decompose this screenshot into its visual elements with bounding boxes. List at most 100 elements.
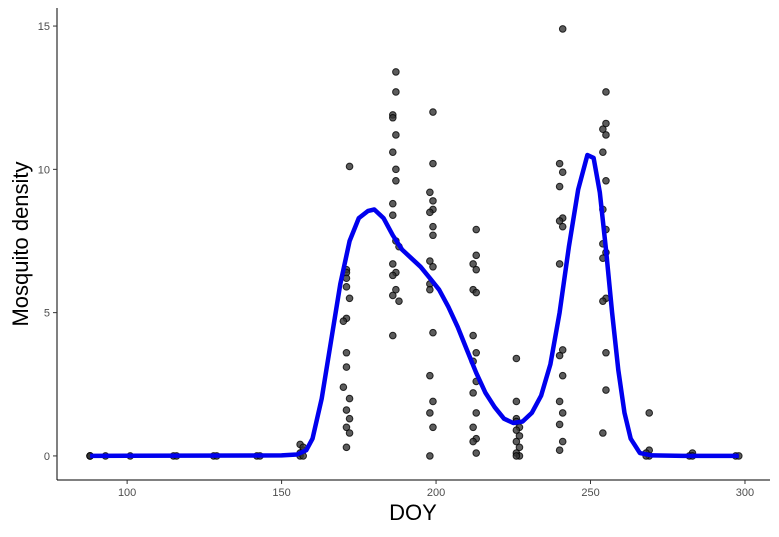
point <box>599 148 607 156</box>
point <box>345 394 354 403</box>
point <box>512 397 521 406</box>
point <box>555 446 564 454</box>
point <box>429 197 437 205</box>
point <box>342 406 351 414</box>
point <box>345 429 354 437</box>
point <box>512 452 521 460</box>
point <box>472 251 481 260</box>
point <box>469 331 477 340</box>
point <box>426 285 434 294</box>
point <box>342 348 351 357</box>
point <box>389 211 397 219</box>
x-tick-label: 300 <box>736 487 754 499</box>
point <box>392 285 400 294</box>
point <box>392 165 400 174</box>
point <box>426 257 434 265</box>
point <box>342 423 351 432</box>
x-tick-label: 250 <box>581 487 599 499</box>
point <box>342 363 351 371</box>
point <box>469 389 477 397</box>
point <box>339 317 348 326</box>
point <box>426 371 434 380</box>
point <box>472 225 481 234</box>
point <box>469 423 477 432</box>
point <box>429 108 437 116</box>
point <box>392 68 400 76</box>
point <box>429 397 437 406</box>
point <box>392 177 400 185</box>
point <box>558 222 567 231</box>
point <box>389 331 397 340</box>
smooth-curve <box>90 152 739 459</box>
point <box>602 131 610 139</box>
point <box>558 25 567 33</box>
point <box>389 291 397 300</box>
point <box>555 260 564 268</box>
point <box>395 297 403 305</box>
point <box>512 437 521 446</box>
x-tick-label: 150 <box>272 487 290 499</box>
point <box>558 168 567 177</box>
y-tick-label: 10 <box>38 164 50 176</box>
point <box>389 260 397 268</box>
point <box>389 271 397 280</box>
point <box>342 283 351 291</box>
point <box>472 449 481 457</box>
point <box>426 452 434 460</box>
point <box>392 88 400 96</box>
point <box>429 159 437 168</box>
point <box>602 386 610 394</box>
y-tick-label: 5 <box>44 308 50 320</box>
point <box>389 113 397 122</box>
point <box>555 351 564 360</box>
point <box>342 443 351 452</box>
point <box>472 348 481 357</box>
point <box>469 437 477 446</box>
point <box>555 397 564 406</box>
point <box>429 328 437 337</box>
point <box>602 177 610 185</box>
point <box>555 182 564 191</box>
y-tick-label: 0 <box>44 451 50 463</box>
point <box>558 437 567 446</box>
point <box>389 199 397 208</box>
point <box>602 119 610 128</box>
point <box>599 429 607 437</box>
point <box>558 409 567 417</box>
point <box>599 297 607 305</box>
point <box>429 231 437 240</box>
point <box>512 354 521 363</box>
point <box>555 159 564 168</box>
point <box>426 208 434 217</box>
point <box>515 443 524 452</box>
point <box>599 125 607 134</box>
point <box>515 432 524 440</box>
point <box>555 420 564 429</box>
point <box>472 288 481 297</box>
point <box>429 222 437 231</box>
point <box>345 294 354 303</box>
point <box>472 265 481 274</box>
point <box>602 88 610 96</box>
point <box>472 409 481 417</box>
point <box>602 348 610 357</box>
point <box>429 262 437 271</box>
point <box>389 148 397 156</box>
point <box>345 414 354 423</box>
point <box>339 383 348 391</box>
x-tick-label: 200 <box>427 487 445 499</box>
x-axis-title: DOY <box>389 500 437 525</box>
point <box>429 423 437 432</box>
point <box>555 217 564 225</box>
point <box>426 409 434 417</box>
point <box>345 162 354 171</box>
x-tick-label: 100 <box>118 487 136 499</box>
point <box>392 131 400 139</box>
point <box>426 188 434 197</box>
y-tick-label: 15 <box>38 21 50 33</box>
point <box>469 260 477 268</box>
point <box>558 371 567 380</box>
point <box>645 409 654 417</box>
point <box>558 346 567 354</box>
